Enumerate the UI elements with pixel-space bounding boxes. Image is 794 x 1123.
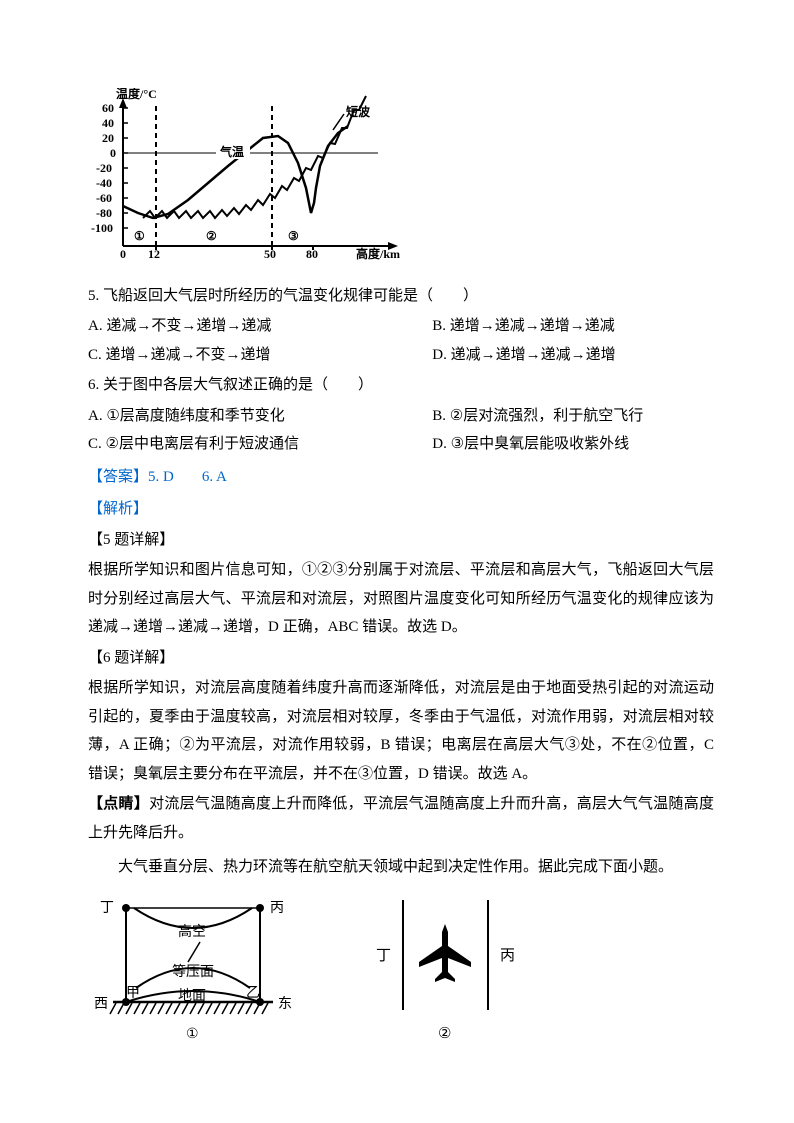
svg-text:等压面: 等压面: [172, 963, 214, 980]
svg-text:20: 20: [102, 131, 114, 145]
answer-6: 6. A: [202, 469, 227, 485]
svg-text:-40: -40: [96, 176, 112, 190]
svg-text:0: 0: [110, 146, 116, 160]
svg-text:②: ②: [206, 229, 217, 243]
q6-opt-c: C. ②层中电离层有利于短波通信: [88, 430, 432, 459]
svg-text:③: ③: [288, 229, 299, 243]
svg-text:丙: 丙: [270, 901, 284, 916]
q5-opt-d: D. 递减→递增→递减→递增: [432, 341, 714, 370]
atmosphere-temp-chart: 温度/°C 60 40 20 0 -20 -40 -60 -80 -100: [88, 88, 714, 274]
q6-options-row1: A. ①层高度随纬度和季节变化 B. ②层对流强烈，利于航空飞行: [88, 402, 714, 431]
pressure-surface-diagram: 丁 丙 高空 等压面 甲 乙 地面 西 东: [88, 890, 308, 1045]
temp-label: 气温: [219, 144, 244, 159]
svg-text:40: 40: [102, 116, 114, 130]
svg-text:东: 东: [278, 996, 292, 1012]
svg-text:高空: 高空: [178, 923, 206, 940]
q5-opt-c: C. 递增→递减→不变→递增: [88, 341, 432, 370]
svg-text:12: 12: [148, 247, 160, 261]
tip-label: 【点睛】: [88, 796, 149, 812]
q5-opt-a: A. 递减→不变→递增→递减: [88, 312, 432, 341]
q6-stem: 6. 关于图中各层大气叙述正确的是（ ）: [88, 371, 714, 400]
shortwave-label: 短波: [346, 104, 371, 119]
svg-text:-100: -100: [91, 221, 113, 235]
svg-text:-60: -60: [96, 191, 112, 205]
svg-text:丁: 丁: [376, 948, 391, 964]
y-axis-label: 温度/°C: [116, 88, 157, 101]
x-axis-label: 高度/km: [356, 246, 400, 261]
q6-options-row2: C. ②层中电离层有利于短波通信 D. ③层中臭氧层能吸收紫外线: [88, 430, 714, 459]
chart-svg: 温度/°C 60 40 20 0 -20 -40 -60 -80 -100: [88, 88, 418, 263]
svg-text:②: ②: [438, 1026, 451, 1042]
analysis-label: 【解析】: [88, 495, 714, 524]
svg-text:①: ①: [134, 229, 145, 243]
svg-text:丁: 丁: [100, 901, 114, 916]
svg-text:西: 西: [94, 997, 108, 1012]
q6-detail-heading: 【6 题详解】: [88, 644, 714, 673]
answers-line: 【答案】5. D 6. A: [88, 463, 714, 492]
svg-text:乙: 乙: [246, 985, 260, 1001]
q5-stem: 5. 飞船返回大气层时所经历的气温变化规律可能是（ ）: [88, 282, 714, 311]
q6-opt-b: B. ②层对流强烈，利于航空飞行: [432, 402, 714, 431]
q5-explanation: 根据所学知识和图片信息可知，①②③分别属于对流层、平流层和高层大气，飞船返回大气…: [88, 556, 714, 642]
airplane-icon: [419, 924, 471, 982]
tip-text: 对流层气温随高度上升而降低，平流层气温随高度上升而升高，高层大气气温随高度上升先…: [88, 796, 714, 841]
svg-text:①: ①: [186, 1027, 199, 1042]
q5-options-row1: A. 递减→不变→递增→递减 B. 递增→递减→递增→递减: [88, 312, 714, 341]
tip-paragraph: 【点睛】对流层气温随高度上升而降低，平流层气温随高度上升而升高，高层大气气温随高…: [88, 790, 714, 847]
svg-text:50: 50: [264, 247, 276, 261]
svg-text:-80: -80: [96, 206, 112, 220]
q5-detail-heading: 【5 题详解】: [88, 526, 714, 555]
svg-text:60: 60: [102, 101, 114, 115]
q6-opt-a: A. ①层高度随纬度和季节变化: [88, 402, 432, 431]
answer-5: 5. D: [148, 469, 174, 485]
q6-opt-d: D. ③层中臭氧层能吸收紫外线: [432, 430, 714, 459]
svg-text:0: 0: [120, 247, 126, 261]
q6-explanation: 根据所学知识，对流层高度随着纬度升高而逐渐降低，对流层是由于地面受热引起的对流运…: [88, 674, 714, 788]
svg-text:地面: 地面: [178, 988, 206, 1004]
intro-text-2: 大气垂直分层、热力环流等在航空航天领域中起到决定性作用。据此完成下面小题。: [88, 853, 714, 882]
svg-text:丙: 丙: [500, 948, 515, 964]
q5-opt-b: B. 递增→递减→递增→递减: [432, 312, 714, 341]
svg-text:-20: -20: [96, 161, 112, 175]
svg-text:甲: 甲: [126, 986, 140, 1001]
airplane-diagram: 丁 丙 ②: [348, 890, 538, 1045]
q5-options-row2: C. 递增→递减→不变→递增 D. 递减→递增→递减→递增: [88, 341, 714, 370]
diagrams-row: 丁 丙 高空 等压面 甲 乙 地面 西 东: [88, 890, 714, 1045]
answer-label: 【答案】: [88, 469, 148, 485]
